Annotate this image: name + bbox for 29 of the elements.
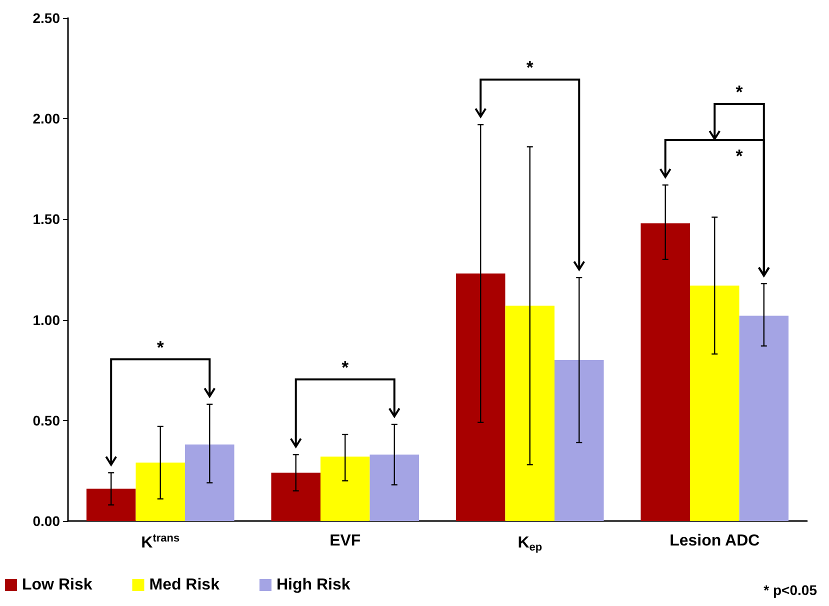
legend-label: High Risk — [276, 576, 350, 594]
bar — [640, 223, 690, 521]
y-tick-label: 2.00 — [32, 110, 60, 127]
bar — [456, 274, 506, 521]
y-tick-label: 0.50 — [32, 412, 60, 428]
annotation: * — [736, 146, 743, 166]
bar — [320, 456, 370, 521]
x-tick-label: Lesion ADC — [670, 532, 760, 550]
y-tick-label: 1.00 — [32, 312, 60, 328]
x-tick-label: EVF — [330, 532, 361, 550]
legend-label: Low Risk — [22, 576, 92, 594]
bar — [505, 306, 555, 521]
bar — [86, 488, 136, 521]
text: * p<0.05 — [764, 582, 817, 598]
bar — [185, 444, 234, 521]
annotation: * — [156, 337, 164, 358]
annotation: * — [342, 357, 349, 378]
bar — [739, 316, 789, 521]
annotation: * — [736, 82, 743, 102]
bar — [370, 454, 420, 521]
bar — [690, 286, 740, 521]
annotation: * — [526, 58, 534, 78]
y-tick-label: 0.00 — [32, 513, 60, 529]
legend-label: Med Risk — [149, 576, 220, 594]
bar — [136, 462, 186, 521]
bar — [554, 360, 604, 521]
y-tick-label: 1.50 — [32, 211, 60, 228]
bar — [271, 472, 320, 521]
y-tick-label: 2.50 — [32, 10, 60, 26]
